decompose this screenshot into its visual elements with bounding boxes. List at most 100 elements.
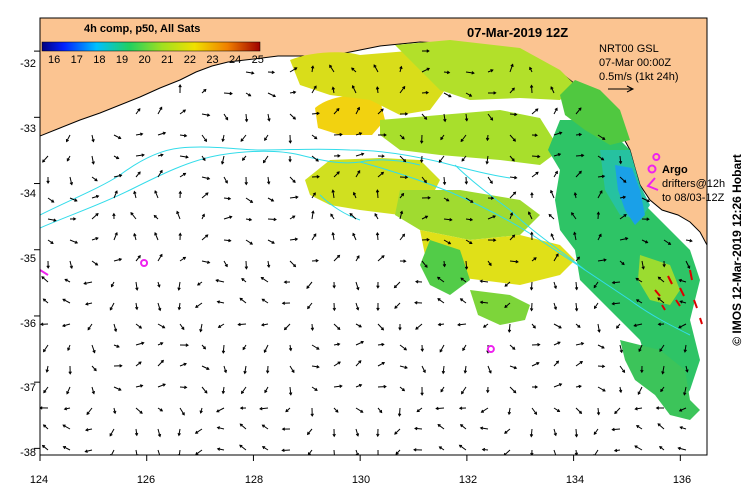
current-vector <box>113 323 117 332</box>
current-vector-head <box>469 241 473 245</box>
current-vector-head <box>461 158 465 162</box>
current-vector <box>41 276 49 283</box>
current-vector-head <box>351 67 355 71</box>
current-vector <box>593 428 599 435</box>
current-vector <box>47 239 54 244</box>
current-vector-head <box>424 215 429 219</box>
current-vector-head <box>337 361 341 365</box>
argo-legend-label: Argo <box>662 164 688 176</box>
current-vector <box>550 233 555 241</box>
current-vector-head <box>507 329 512 333</box>
current-vector <box>553 132 562 136</box>
current-vector-head <box>611 301 615 306</box>
current-vector-head <box>513 390 517 394</box>
current-vector-head <box>177 306 182 311</box>
current-vector-head <box>244 181 248 186</box>
current-vector <box>421 176 427 183</box>
current-vector <box>377 362 385 367</box>
current-vector <box>641 260 645 269</box>
current-vector-head <box>74 240 79 244</box>
current-vector <box>461 155 467 162</box>
current-vector-head <box>177 432 181 437</box>
current-vector-head <box>285 409 289 413</box>
lat-tick-label: -33 <box>20 123 36 135</box>
current-vector-head <box>403 347 408 351</box>
current-vector-head <box>464 118 469 122</box>
current-vector-head <box>224 180 228 184</box>
current-vector-head <box>376 307 380 312</box>
current-vector <box>85 449 93 453</box>
current-vector <box>262 446 269 451</box>
current-vector-head <box>118 173 123 178</box>
current-vector-head <box>530 231 534 235</box>
current-vector <box>597 344 605 349</box>
current-vector-head <box>220 161 225 165</box>
current-vector <box>553 341 561 346</box>
current-vector-head <box>438 446 442 450</box>
current-vector <box>223 92 233 95</box>
current-vector <box>307 449 313 455</box>
current-vector <box>333 255 340 262</box>
drifter-legend-line2: to 08/03-12Z <box>662 192 725 204</box>
current-vector-head <box>419 159 424 164</box>
current-vector-head <box>349 213 353 217</box>
current-vector <box>509 155 515 162</box>
current-vector <box>399 365 408 369</box>
current-vector-head <box>201 213 205 217</box>
current-vector <box>399 234 405 241</box>
current-vector-head <box>687 265 691 269</box>
current-vector-head <box>110 284 114 288</box>
current-vector <box>553 253 559 262</box>
current-vector <box>176 211 181 220</box>
current-vector-head <box>596 412 601 416</box>
current-vector-head <box>333 456 336 458</box>
current-vector <box>465 218 473 221</box>
current-vector-head <box>205 192 209 196</box>
current-vector-head <box>401 192 405 197</box>
current-vector-head <box>292 90 297 95</box>
current-vector <box>594 302 599 309</box>
current-vector-head <box>529 287 534 291</box>
current-vector <box>245 113 248 122</box>
current-vector <box>509 386 517 393</box>
current-vector-head <box>490 117 494 121</box>
current-vector <box>635 277 643 283</box>
current-vector <box>662 365 665 374</box>
current-vector <box>597 259 606 262</box>
current-vector-head <box>611 280 616 285</box>
current-vector-head <box>446 70 451 75</box>
current-vector <box>634 323 643 327</box>
current-vector-head <box>337 154 341 158</box>
current-vector <box>91 365 97 371</box>
current-vector-head <box>394 305 398 309</box>
current-vector-head <box>91 139 95 143</box>
current-vector <box>222 386 225 394</box>
current-vector <box>421 365 426 373</box>
current-vector <box>509 87 515 94</box>
current-vector-head <box>398 327 402 331</box>
current-vector <box>442 365 445 374</box>
current-vector <box>416 407 423 412</box>
drifter-tracks <box>654 269 703 325</box>
current-vector <box>267 92 276 97</box>
current-vector-head <box>529 66 533 71</box>
current-vector <box>460 424 467 430</box>
current-vector-head <box>602 388 606 392</box>
current-vector <box>201 234 209 241</box>
colorbar-title: 4h comp, p50, All Sats <box>84 23 201 35</box>
current-vector-head <box>414 426 418 431</box>
current-vector <box>550 190 555 199</box>
current-vector <box>223 176 228 184</box>
current-vector <box>267 113 270 121</box>
current-vector <box>575 407 582 414</box>
current-vector-head <box>272 94 277 98</box>
current-vector-head <box>183 362 187 366</box>
current-vector <box>443 113 446 122</box>
current-vector <box>683 386 687 395</box>
current-vector-head <box>514 175 518 180</box>
current-vector <box>289 113 296 120</box>
current-vector <box>84 281 93 285</box>
current-vector-head <box>306 285 310 289</box>
current-vector-head <box>316 175 320 179</box>
current-vector <box>548 214 555 220</box>
